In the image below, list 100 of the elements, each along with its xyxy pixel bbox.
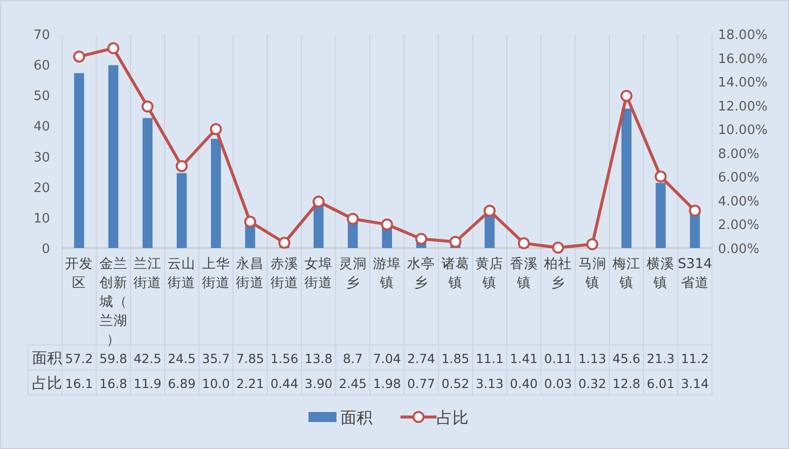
bar (142, 118, 153, 248)
y2-tick-label: 4.00% (718, 194, 760, 210)
x-tick-label: 开发区 (65, 256, 94, 291)
data-label: 8.7 (342, 351, 363, 366)
data-label: 11.9 (134, 376, 162, 391)
data-label: 0.52 (442, 376, 470, 391)
y2-tick-label: 18.00% (718, 28, 768, 43)
x-tick-label: 灵洞乡 (338, 256, 367, 291)
data-label: 1.85 (442, 351, 470, 366)
y-tick-label: 0 (42, 242, 50, 257)
x-tick-label: 香溪镇 (510, 256, 538, 291)
y-tick-label: 60 (33, 58, 50, 74)
legend-label: 占比 (436, 408, 468, 427)
bar (176, 173, 187, 248)
y-tick-label: 40 (33, 120, 50, 135)
data-label: 0.32 (578, 376, 606, 391)
x-tick-label: 女埠街道 (304, 256, 333, 291)
bar (621, 108, 632, 248)
data-label: 3.90 (304, 376, 333, 391)
data-label: 16.8 (99, 376, 128, 391)
y-tick-label: 50 (33, 89, 50, 104)
data-label: 7.04 (373, 351, 401, 366)
data-label: 1.41 (510, 351, 538, 366)
data-label: 0.77 (407, 376, 436, 391)
y2-tick-label: 2.00% (718, 218, 760, 234)
y2-tick-label: 8.00% (718, 146, 760, 162)
point (620, 90, 632, 102)
data-label: 10.0 (202, 376, 230, 391)
legend-label: 面积 (340, 408, 372, 427)
data-label: 7.85 (236, 351, 264, 366)
data-label: 6.89 (168, 376, 196, 391)
x-tick-label: 赤溪街道 (270, 256, 298, 291)
point (73, 50, 86, 63)
data-label: 45.6 (612, 351, 640, 366)
point (654, 170, 667, 183)
bar (210, 138, 221, 248)
bar (656, 182, 666, 248)
data-label: 0.44 (270, 376, 298, 391)
point (176, 160, 188, 172)
data-label: 11.2 (680, 351, 709, 366)
x-tick-label: S314省道 (678, 256, 712, 291)
data-label: 1.56 (270, 351, 298, 366)
x-tick-label: 马涧镇 (578, 256, 606, 291)
data-label: 12.8 (612, 376, 640, 391)
y2-tick-label: 6.00% (718, 170, 760, 186)
text: 面积 (32, 349, 62, 367)
x-tick-label: 水亭乡 (407, 256, 436, 291)
x-tick-label: 梅江镇 (611, 256, 640, 291)
y2-tick-label: 10.00% (718, 123, 768, 138)
data-label: 1.13 (578, 351, 606, 366)
bar (690, 214, 700, 248)
point (142, 100, 154, 113)
y-tick-label: 30 (33, 150, 50, 166)
data-label: 57.2 (65, 351, 94, 366)
x-tick-label: 上华街道 (202, 256, 230, 291)
point (518, 237, 530, 250)
bar (108, 65, 118, 248)
x-tick-label: 永昌街道 (236, 256, 264, 291)
data-label: 1.98 (373, 376, 401, 391)
data-label: 24.5 (168, 351, 196, 366)
data-label: 3.14 (680, 376, 709, 391)
data-label: 59.8 (99, 351, 128, 366)
x-tick-label: 诸葛镇 (441, 256, 470, 291)
point (278, 236, 290, 249)
data-label: 3.13 (476, 376, 504, 391)
data-label: 42.5 (134, 351, 162, 366)
data-label: 2.21 (236, 376, 264, 391)
data-label: 0.03 (544, 376, 572, 391)
x-tick-label: 黄店镇 (476, 256, 504, 291)
data-label: 35.7 (202, 351, 230, 366)
y-tick-label: 70 (33, 28, 50, 43)
point (449, 236, 462, 248)
y2-tick-label: 12.00% (718, 99, 768, 114)
x-tick-label: 横溪镇 (646, 256, 675, 291)
point (312, 196, 325, 208)
x-tick-label: 柏社乡 (543, 256, 572, 291)
x-tick-label: 兰江街道 (134, 256, 162, 291)
point (107, 42, 120, 54)
data-label: 2.45 (338, 376, 367, 391)
bar (74, 73, 84, 248)
point (415, 232, 428, 245)
point (586, 238, 598, 250)
data-label: 13.8 (304, 351, 333, 366)
x-tick-label: 游埠镇 (373, 256, 401, 291)
bar (484, 214, 495, 248)
data-label: 0.11 (544, 351, 572, 366)
point (552, 242, 564, 254)
point (484, 204, 496, 217)
data-label: 11.1 (476, 351, 504, 366)
point (346, 212, 359, 225)
data-label: 6.01 (646, 376, 675, 391)
x-tick-label: 云山街道 (168, 256, 196, 291)
y-tick-label: 10 (33, 211, 50, 226)
point (688, 204, 701, 217)
data-label: 21.3 (646, 351, 675, 366)
y2-tick-label: 0.00% (718, 242, 760, 257)
y2-tick-label: 14.00% (718, 76, 768, 91)
x-tick-label: 金兰创新城（兰湖） (98, 256, 128, 348)
point (210, 123, 222, 136)
point (381, 218, 393, 230)
